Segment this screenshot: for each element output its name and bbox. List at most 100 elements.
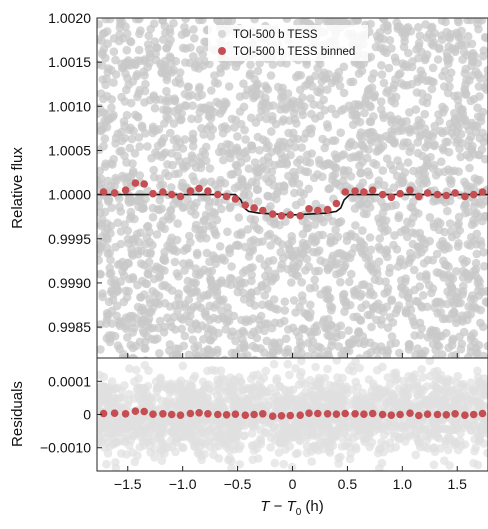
binned-point [305, 205, 313, 213]
raw-residual-point [311, 363, 320, 372]
raw-point [457, 105, 466, 114]
binned-residual-point [250, 411, 258, 419]
raw-point [473, 230, 482, 239]
raw-point [121, 97, 130, 106]
raw-point [415, 121, 424, 130]
raw-residual-point [227, 386, 236, 395]
raw-point [464, 32, 473, 41]
raw-point [214, 329, 223, 338]
raw-point [408, 63, 417, 72]
binned-residual-point [177, 411, 185, 419]
raw-point [171, 258, 180, 267]
raw-residual-point [156, 374, 165, 383]
raw-point [185, 259, 194, 268]
raw-point [322, 160, 331, 169]
raw-point [390, 183, 399, 192]
raw-point [388, 332, 397, 341]
raw-point [206, 164, 215, 173]
raw-point [310, 276, 319, 285]
raw-point [131, 149, 140, 158]
binned-point [159, 188, 167, 196]
raw-residual-point [179, 444, 188, 453]
binned-residual-point [305, 409, 313, 417]
raw-point [175, 103, 184, 112]
raw-residual-point [102, 460, 111, 469]
raw-residual-point [198, 427, 207, 436]
raw-point [248, 243, 257, 252]
raw-point [480, 262, 488, 271]
raw-point [118, 64, 127, 73]
raw-point [132, 342, 141, 351]
raw-point [107, 159, 116, 168]
raw-point [158, 362, 167, 371]
raw-point [267, 148, 276, 157]
raw-point [483, 342, 488, 351]
binned-point [434, 191, 442, 199]
raw-point [387, 127, 396, 136]
raw-point [265, 178, 274, 187]
raw-residual-point [423, 382, 432, 391]
raw-point [297, 198, 306, 207]
binned-point [424, 189, 432, 197]
raw-point [287, 278, 296, 287]
raw-point [276, 248, 285, 257]
raw-residual-point [319, 445, 328, 454]
raw-point [377, 61, 386, 70]
raw-point [377, 316, 386, 325]
raw-point [140, 309, 149, 318]
raw-point [273, 305, 282, 314]
raw-residual-point [236, 460, 245, 469]
raw-point [232, 358, 241, 367]
binned-point [341, 188, 349, 196]
raw-point [394, 71, 403, 80]
raw-point [383, 154, 392, 163]
binned-point [242, 201, 250, 209]
raw-residual-point [307, 457, 316, 466]
raw-point [345, 339, 354, 348]
raw-point [394, 22, 403, 31]
raw-point [413, 250, 422, 259]
legend-label-binned: TOI-500 b TESS binned [233, 46, 355, 58]
raw-point [389, 84, 398, 93]
raw-point [468, 40, 477, 49]
raw-point [180, 342, 189, 351]
raw-point [470, 150, 479, 159]
raw-point [445, 148, 454, 157]
raw-point [347, 270, 356, 279]
raw-point [410, 266, 419, 275]
raw-point [424, 141, 433, 150]
raw-residual-point [394, 393, 403, 402]
raw-point [225, 249, 234, 258]
raw-residual-point [338, 442, 347, 451]
raw-point [461, 90, 470, 99]
raw-point [350, 287, 359, 296]
raw-point [438, 129, 447, 138]
raw-point [357, 141, 366, 150]
binned-point [214, 191, 222, 199]
binned-point [195, 185, 203, 193]
raw-point [264, 192, 273, 201]
raw-point [372, 160, 381, 169]
raw-point [303, 255, 312, 264]
raw-point [373, 147, 382, 156]
raw-residual-point [461, 418, 470, 427]
raw-point [383, 253, 392, 262]
raw-point [351, 221, 360, 230]
raw-point [295, 180, 304, 189]
raw-residual-point [429, 444, 438, 453]
raw-residual-point [360, 438, 369, 447]
raw-point [428, 33, 437, 42]
raw-residual-point [133, 451, 142, 460]
raw-point [429, 284, 438, 293]
raw-point [199, 50, 208, 59]
raw-point [143, 280, 152, 289]
raw-point [164, 172, 173, 181]
raw-point [143, 332, 152, 341]
raw-point [444, 244, 453, 253]
raw-residual-point [146, 429, 155, 438]
binned-point [396, 190, 404, 198]
raw-residual-point [215, 397, 224, 406]
raw-point [188, 151, 197, 160]
raw-point [200, 103, 209, 112]
raw-residual-point [392, 422, 401, 431]
